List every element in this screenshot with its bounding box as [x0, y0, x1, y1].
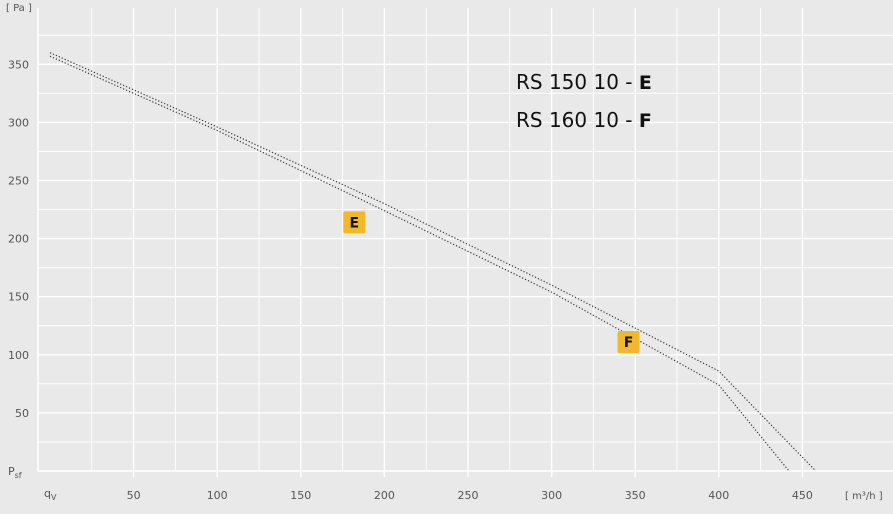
series-lines: [49, 52, 817, 472]
y-tick-label: 100: [8, 349, 29, 362]
badge-label: E: [350, 215, 360, 231]
x-tick-label: 350: [625, 489, 646, 502]
y-tick-label: 350: [8, 58, 29, 71]
x-tick-label: 150: [290, 489, 311, 502]
y-tick-label: 150: [8, 291, 29, 304]
x-tick-label: 450: [792, 489, 813, 502]
axis-units: [ Pa ] [ m³/h ] Psf qV: [6, 3, 883, 502]
badge-box: [343, 211, 366, 234]
x-tick-label: 400: [708, 489, 729, 502]
model-labels: RS 150 10 - E RS 160 10 - F: [516, 70, 652, 132]
x-tick-label: 300: [541, 489, 562, 502]
model-label-e: RS 150 10 - E: [516, 70, 652, 94]
grid: [37, 8, 893, 477]
badge-label: F: [624, 335, 634, 351]
badge-f: F: [617, 331, 640, 354]
x-tick-label: 100: [207, 489, 228, 502]
x-tick-label: 50: [127, 489, 141, 502]
x-tick-label: 200: [374, 489, 395, 502]
badge-box: [617, 331, 640, 354]
y-tick-label: 300: [8, 116, 29, 129]
tick-labels: 50 100 150 200 250 300 350 400 450 50 100 150 200 250…: [8, 58, 813, 502]
y-tick-label: 250: [8, 175, 29, 188]
x-origin-label: qV: [44, 487, 57, 502]
series-badges: EF: [343, 211, 640, 354]
y-tick-label: 200: [8, 233, 29, 246]
badge-e: E: [343, 211, 366, 234]
y-tick-label: 50: [15, 407, 29, 420]
x-unit-label: [ m³/h ]: [845, 491, 883, 502]
y-origin-label: Psf: [8, 465, 22, 480]
series-line-f: [49, 52, 817, 472]
series-line-e: [49, 55, 790, 472]
y-unit-label: [ Pa ]: [6, 3, 32, 14]
x-tick-label: 250: [458, 489, 479, 502]
model-label-f: RS 160 10 - F: [516, 108, 652, 132]
